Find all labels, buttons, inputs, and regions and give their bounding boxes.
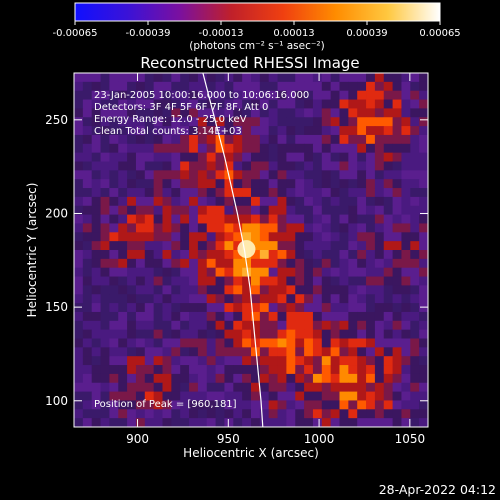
heatmap-image [74,73,428,427]
x-axis: 900 950 1000 1050 [126,73,425,446]
footer-timestamp: 28-Apr-2022 04:12 [379,482,496,497]
colorbar-tick-label: -0.00039 [126,28,171,39]
colorbar-units-label: (photons cm⁻² s⁻¹ asec⁻²) [189,40,324,52]
colorbar-tick-label: 0.00013 [273,28,314,39]
y-tick-label: 200 [45,206,68,220]
y-axis: 100 150 200 250 [45,113,428,408]
colorbar-tick-label: 0.00039 [346,28,387,39]
solar-limb-line [202,73,264,427]
annotation-total-counts: Clean Total counts: 3.14E+03 [94,126,242,137]
y-tick-label: 250 [45,113,68,127]
colorbar-tick-label: 0.00065 [419,28,460,39]
x-tick-label: 900 [126,432,149,446]
annotation-energy-range: Energy Range: 12.0 - 25.0 keV [94,114,247,125]
annotation-detectors: Detectors: 3F 4F 5F 6F 7F 8F, Att 0 [94,102,268,113]
x-tick-label: 1000 [304,432,335,446]
colorbar-gradient [74,2,441,22]
y-tick-label: 100 [45,394,68,408]
y-tick-label: 150 [45,300,68,314]
plot-frame [73,72,429,428]
x-tick-label: 950 [217,432,240,446]
colorbar-tick-label: -0.00065 [53,28,98,39]
peak-marker [237,240,256,259]
colorbar-tick-label: -0.00013 [199,28,244,39]
annotation-time-range: 23-Jan-2005 10:00:16.000 to 10:06:16.000 [94,90,309,101]
annotation-block: 23-Jan-2005 10:00:16.000 to 10:06:16.000… [94,90,309,410]
colorbar-ticks: -0.00065 -0.00039 -0.00013 0.00013 0.00039 0.… [53,21,461,39]
x-tick-label: 1050 [395,432,426,446]
chart-title: Reconstructed RHESSI Image [140,54,359,72]
x-axis-label: Heliocentric X (arcsec) [183,446,319,460]
annotation-peak-position: Position of Peak = [960,181] [94,399,237,410]
y-axis-label: Heliocentric Y (arcsec) [25,183,39,318]
colorbar: -0.00065 -0.00039 -0.00013 0.00013 0.00039 0.… [53,2,461,52]
